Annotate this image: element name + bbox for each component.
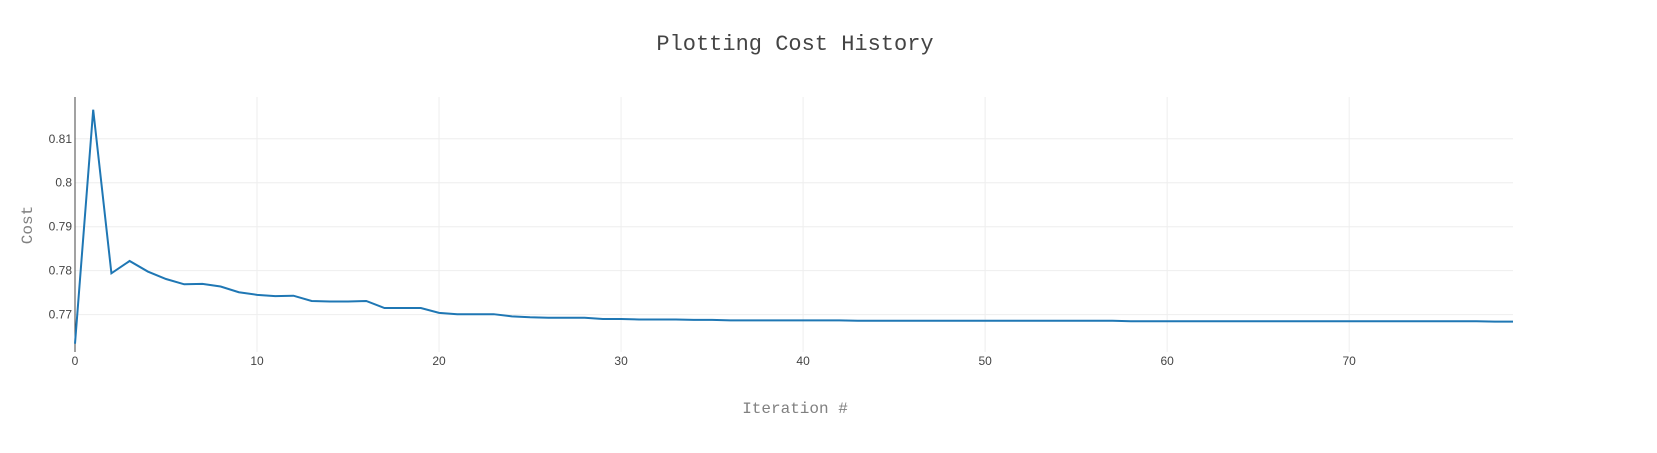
y-axis-title: Cost: [19, 206, 37, 244]
x-axis-title: Iteration #: [742, 400, 848, 418]
y-tick-label: 0.8: [55, 176, 72, 190]
x-tick-label: 40: [796, 354, 810, 368]
y-tick-label: 0.81: [49, 132, 73, 146]
x-tick-labels: 0 10 20 30 40 50 60 70: [72, 354, 1357, 368]
x-tick-label: 20: [432, 354, 446, 368]
x-tick-label: 60: [1160, 354, 1174, 368]
x-tick-label: 10: [250, 354, 264, 368]
y-tick-label: 0.77: [49, 308, 73, 322]
y-gridlines: [75, 138, 1513, 316]
chart-title: Plotting Cost History: [656, 32, 933, 57]
x-tick-label: 0: [72, 354, 79, 368]
y-tick-label: 0.79: [49, 220, 73, 234]
x-tick-label: 50: [978, 354, 992, 368]
y-tick-labels: 0.77 0.78 0.79 0.8 0.81: [49, 132, 73, 322]
x-tick-label: 70: [1342, 354, 1356, 368]
x-gridlines: [256, 97, 1350, 352]
y-tick-label: 0.78: [49, 264, 73, 278]
x-tick-label: 30: [614, 354, 628, 368]
cost-series-line: [74, 109, 1513, 344]
